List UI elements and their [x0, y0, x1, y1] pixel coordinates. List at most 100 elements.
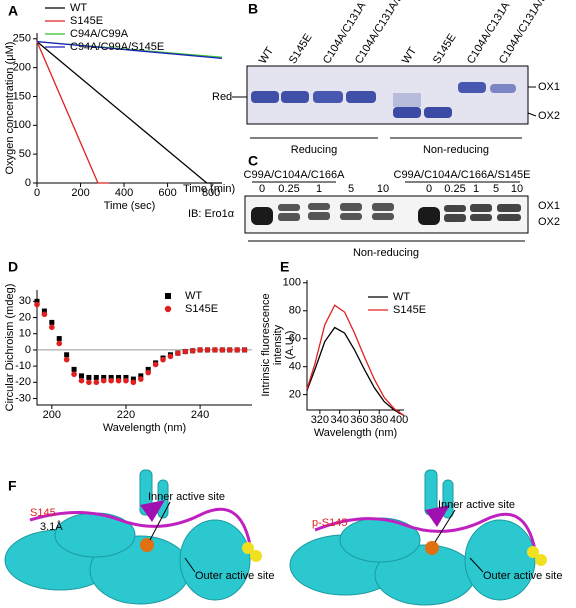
- point: [86, 374, 92, 380]
- residue-label: S145: [30, 507, 56, 519]
- y-axis-label: Intrinsic fluorescence: [260, 293, 272, 396]
- y-tick-label: -20: [15, 376, 31, 388]
- y-tick-label: 0: [25, 177, 31, 189]
- point: [49, 319, 55, 325]
- axes: [36, 290, 252, 406]
- x-tick-label: 0: [34, 187, 40, 199]
- x-tick-label: 340: [330, 414, 348, 426]
- time-tick: 10: [377, 183, 389, 195]
- legend-label: C94A/C99A/S145E: [70, 41, 164, 53]
- y-axis-label: Circular Dichroism (mdeg): [4, 284, 16, 412]
- x-tick-label: 400: [390, 414, 408, 426]
- time-tick: 0: [259, 183, 265, 195]
- legend-label: S145E: [393, 304, 426, 316]
- point: [212, 347, 218, 353]
- point: [41, 311, 48, 318]
- panel-letter: C: [248, 153, 258, 169]
- point: [71, 371, 77, 378]
- x-tick-label: 220: [117, 409, 135, 421]
- blot-c: [244, 195, 529, 234]
- gel-b: [246, 65, 529, 125]
- point: [49, 324, 55, 331]
- time-tick: 1: [473, 183, 479, 195]
- y-tick-label: 250: [13, 33, 31, 45]
- x-tick-label: 240: [191, 409, 209, 421]
- y-tick-label: 20: [19, 311, 31, 323]
- point: [152, 361, 159, 368]
- blot-label: IB: Ero1α: [188, 208, 235, 220]
- site-label: Inner active site: [438, 499, 515, 511]
- point: [34, 301, 40, 308]
- x-tick-label: 400: [115, 187, 133, 199]
- gel-label: Red: [212, 91, 232, 103]
- x-tick-label: 320: [311, 414, 329, 426]
- y-axis-label: Oxygen concentration (μM): [4, 42, 16, 175]
- point: [116, 374, 122, 380]
- point: [204, 347, 211, 353]
- structure-right: [289, 469, 547, 606]
- y-tick-label: 80: [289, 305, 301, 317]
- point: [56, 336, 62, 342]
- x-tick-label: 200: [71, 187, 89, 199]
- point: [226, 347, 233, 353]
- distance-label: 3.1Å: [40, 520, 63, 533]
- point: [78, 377, 85, 384]
- point: [93, 374, 99, 380]
- point: [145, 366, 151, 372]
- point: [175, 350, 181, 356]
- time-tick: 0.25: [444, 183, 465, 195]
- structure-left: [4, 469, 262, 605]
- point: [123, 374, 129, 380]
- panel-letter: B: [248, 1, 258, 17]
- legend-label: S145E: [70, 15, 103, 27]
- time-tick: 0.25: [278, 183, 299, 195]
- lane-label: WT: [400, 45, 419, 66]
- x-tick-label: 380: [370, 414, 388, 426]
- point: [108, 374, 114, 380]
- y-tick-label: 0: [25, 344, 31, 356]
- x-tick-label: 600: [158, 187, 176, 199]
- series-line: [36, 41, 222, 184]
- lane-label: S145E: [431, 32, 459, 66]
- point: [160, 356, 166, 363]
- point: [34, 298, 40, 304]
- y-axis-label: intensity: [272, 324, 284, 365]
- point: [241, 347, 248, 353]
- point: [78, 373, 84, 379]
- panel-letter: A: [8, 3, 18, 19]
- time-tick: 1: [316, 183, 322, 195]
- panel-letter: D: [8, 259, 18, 275]
- x-tick-label: 200: [43, 409, 61, 421]
- y-tick-label: 40: [289, 361, 301, 373]
- group-label: Non-reducing: [423, 144, 489, 156]
- point: [63, 356, 70, 363]
- y-tick-label: 150: [13, 90, 31, 102]
- panel-letter: E: [280, 259, 289, 275]
- series-line: [36, 41, 109, 184]
- point: [56, 340, 63, 347]
- y-tick-label: 100: [13, 119, 31, 131]
- lane-label: WT: [257, 45, 276, 66]
- point: [182, 348, 189, 355]
- x-axis-label: Wavelength (nm): [103, 422, 186, 434]
- blot-label: OX2: [538, 216, 560, 228]
- legend-label: S145E: [185, 303, 218, 315]
- y-tick-label: 200: [13, 62, 31, 74]
- point: [137, 376, 144, 382]
- x-tick-label: 800: [202, 187, 220, 199]
- y-tick-label: 50: [19, 148, 31, 160]
- point: [71, 366, 77, 372]
- point: [138, 373, 144, 379]
- legend-label: C94A/C99A: [70, 28, 129, 40]
- y-tick-label: 20: [289, 389, 301, 401]
- point: [101, 374, 107, 380]
- series-line: [306, 304, 405, 417]
- time-tick: 5: [493, 183, 499, 195]
- legend-swatch: [165, 293, 171, 299]
- point: [167, 353, 174, 360]
- construct-label: C99A/C104A/C166A: [244, 169, 346, 181]
- point: [197, 347, 203, 353]
- x-axis-label: Wavelength (nm): [314, 427, 397, 439]
